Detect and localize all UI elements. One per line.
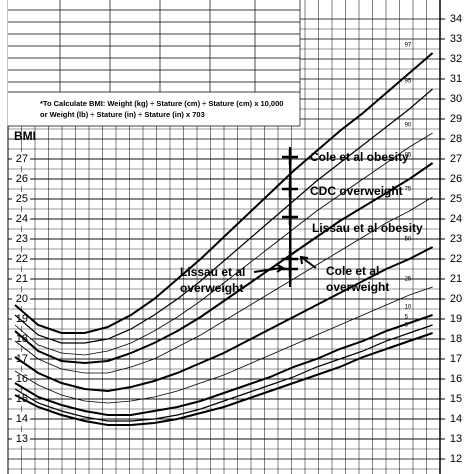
- marker-cross: [282, 251, 298, 267]
- y-tick-label: 16: [16, 373, 28, 385]
- tick-bg: [12, 372, 30, 386]
- y2-tick-label: 29: [450, 113, 462, 125]
- y2-tick-label: 23: [450, 233, 462, 245]
- tick-bg: [12, 152, 30, 166]
- tick-bg: [12, 292, 30, 306]
- marker-label: CDC overweight: [310, 184, 403, 198]
- marker-cross: [282, 181, 298, 197]
- marker-label: Lissau et al obesity: [312, 221, 423, 235]
- series-label: 90: [405, 123, 412, 129]
- marker-cross: [282, 149, 298, 165]
- y-tick-label: 18: [16, 333, 28, 345]
- y2-tick-label: 16: [450, 373, 462, 385]
- y2-tick-label: 27: [450, 153, 462, 165]
- y2-tick-label: 22: [450, 253, 462, 265]
- y2-tick-label: 19: [450, 313, 462, 325]
- info-box: [8, 0, 300, 126]
- tick-bg: [12, 312, 30, 326]
- y-tick-label: 21: [16, 273, 28, 285]
- marker-label: overweight: [180, 281, 243, 295]
- marker-cross: [282, 209, 298, 225]
- y2-tick-label: 26: [450, 173, 462, 185]
- y2-tick-label: 20: [450, 293, 462, 305]
- series-label: 10: [405, 305, 412, 311]
- y-tick-label: 20: [16, 293, 28, 305]
- y2-tick-label: 28: [450, 133, 462, 145]
- tick-bg: [12, 212, 30, 226]
- y-tick-label: 23: [16, 233, 28, 245]
- tick-bg: [12, 352, 30, 366]
- y2-tick-label: 34: [450, 13, 462, 25]
- series-label: 95: [405, 79, 412, 85]
- y2-tick-label: 12: [450, 453, 462, 465]
- percentile-line: [14, 332, 433, 426]
- y2-tick-label: 24: [450, 213, 462, 225]
- percentile-line: [14, 314, 433, 416]
- tick-bg: [12, 272, 30, 286]
- y-tick-label: 13: [16, 433, 28, 445]
- y-tick-label: 26: [16, 173, 28, 185]
- y-tick-label: 14: [16, 413, 28, 425]
- series-label: 25: [405, 277, 412, 283]
- percentile-line: [14, 162, 434, 365]
- y-tick-label: 24: [16, 213, 28, 225]
- series-label: 3: [405, 323, 409, 329]
- marker-label: Cole et al obesity: [310, 150, 409, 164]
- y-tick-label: 19: [16, 313, 28, 325]
- percentile-line: [14, 246, 434, 393]
- percentile-line: [14, 324, 433, 422]
- note-line: *To Calculate BMI: Weight (kg) ÷ Stature…: [40, 99, 283, 108]
- series-label: 97: [405, 43, 412, 49]
- percentile-line: [14, 132, 433, 356]
- series-label: 85: [405, 153, 412, 159]
- y2-tick-label: 31: [450, 73, 462, 85]
- y-tick-label: 27: [16, 153, 28, 165]
- arrow: [253, 263, 285, 273]
- percentile-line: [14, 52, 434, 334]
- percentile-line: [14, 286, 433, 404]
- y2-tick-label: 18: [450, 333, 462, 345]
- marker-label: Cole et al: [326, 264, 379, 278]
- marker-label: overweight: [326, 280, 389, 294]
- y-tick-label: 22: [16, 253, 28, 265]
- header-table: [8, 0, 301, 127]
- tick-bg: [12, 252, 30, 266]
- y-tick-label: 17: [16, 353, 28, 365]
- percentile-line: [14, 196, 433, 374]
- percentile-line: [14, 88, 433, 344]
- series-label: 75: [405, 187, 412, 193]
- right-axis-bg: [441, 0, 474, 474]
- tick-bg: [12, 432, 30, 446]
- y2-tick-label: 15: [450, 393, 462, 405]
- y2-tick-label: 14: [450, 413, 462, 425]
- y2-tick-label: 25: [450, 193, 462, 205]
- series-label: 5: [405, 315, 409, 321]
- note-line: or Weight (lb) ÷ Stature (in) ÷ Stature …: [40, 110, 205, 119]
- y-tick-label: 25: [16, 193, 28, 205]
- tick-bg: [12, 232, 30, 246]
- y2-tick-label: 33: [450, 33, 462, 45]
- y2-tick-label: 30: [450, 93, 462, 105]
- y-axis-label: BMI: [14, 129, 36, 143]
- y2-tick-label: 13: [450, 433, 462, 445]
- y2-tick-label: 17: [450, 353, 462, 365]
- series-label: 50: [405, 237, 412, 243]
- tick-bg: [12, 192, 30, 206]
- tick-bg: [12, 412, 30, 426]
- y2-tick-label: 21: [450, 273, 462, 285]
- tick-bg: [12, 172, 30, 186]
- arrow: [299, 255, 317, 269]
- marker-label: Lissau et al: [180, 265, 245, 279]
- y2-tick-label: 32: [450, 53, 462, 65]
